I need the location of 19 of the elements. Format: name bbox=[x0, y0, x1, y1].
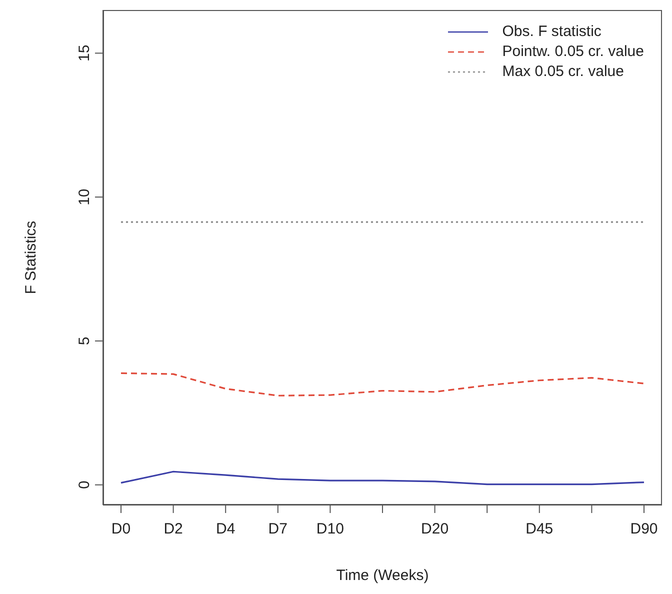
x-axis-title: Time (Weeks) bbox=[336, 567, 429, 584]
x-tick-label: D20 bbox=[421, 520, 449, 538]
y-tick-label: 0 bbox=[76, 480, 93, 490]
y-tick-label: 15 bbox=[76, 44, 93, 62]
line-series bbox=[120, 372, 645, 396]
y-tick-label: 5 bbox=[76, 336, 93, 346]
x-tick-label: D7 bbox=[268, 520, 288, 538]
y-tick-label: 10 bbox=[76, 188, 93, 206]
legend-label: Obs. F statistic bbox=[502, 22, 602, 42]
legend-label: Max 0.05 cr. value bbox=[502, 62, 624, 82]
y-axis-title: F Statistics bbox=[22, 220, 40, 294]
x-tick-label: D4 bbox=[216, 520, 236, 538]
legend-label: Pointw. 0.05 cr. value bbox=[502, 42, 644, 62]
x-tick-label: D0 bbox=[111, 520, 131, 538]
x-tick-label: D45 bbox=[526, 520, 554, 538]
x-tick-label: D2 bbox=[164, 520, 183, 538]
x-tick-label: D10 bbox=[316, 520, 344, 538]
line-series bbox=[120, 470, 645, 486]
x-tick-label: D90 bbox=[630, 520, 658, 538]
